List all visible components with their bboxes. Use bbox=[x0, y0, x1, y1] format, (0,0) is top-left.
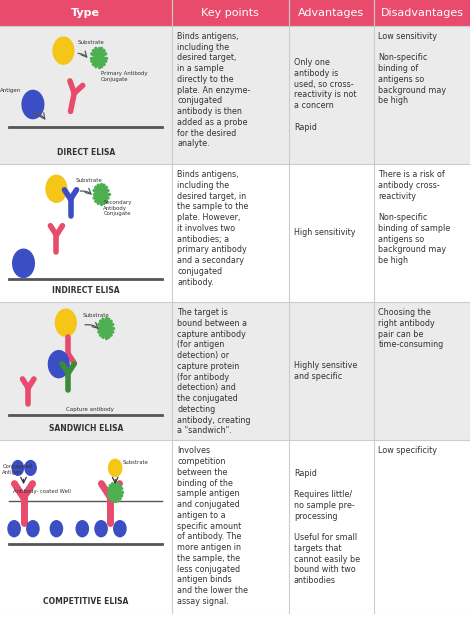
Text: Low sensitivity

Non-specific
binding of
antigens so
background may
be high: Low sensitivity Non-specific binding of … bbox=[378, 32, 447, 105]
Circle shape bbox=[50, 521, 63, 537]
Text: High sensitivity: High sensitivity bbox=[294, 229, 356, 238]
Text: Antigen: Antigen bbox=[0, 88, 21, 93]
Circle shape bbox=[109, 459, 122, 477]
Circle shape bbox=[55, 309, 76, 336]
Text: The target is
bound between a
capture antibody
(for antigen
detection) or
captur: The target is bound between a capture an… bbox=[177, 308, 251, 435]
Text: Key points: Key points bbox=[201, 8, 259, 18]
Circle shape bbox=[13, 249, 34, 277]
Circle shape bbox=[46, 175, 67, 203]
Bar bbox=[0, 164, 470, 302]
Circle shape bbox=[48, 351, 69, 378]
Text: Primary Antibody
Conjugate: Primary Antibody Conjugate bbox=[101, 72, 147, 82]
Circle shape bbox=[27, 521, 39, 537]
Text: Disadvantages: Disadvantages bbox=[381, 8, 464, 18]
Text: Advantages: Advantages bbox=[299, 8, 365, 18]
Text: Involves
competition
between the
binding of the
sample antigen
and conjugated
an: Involves competition between the binding… bbox=[177, 446, 248, 606]
Circle shape bbox=[95, 521, 107, 537]
Circle shape bbox=[53, 37, 74, 64]
Bar bbox=[0, 302, 470, 440]
Text: Conjugated
Antigen: Conjugated Antigen bbox=[2, 465, 33, 475]
Text: COMPETITIVE ELISA: COMPETITIVE ELISA bbox=[43, 597, 128, 606]
Circle shape bbox=[12, 461, 24, 475]
Text: Substrate: Substrate bbox=[75, 178, 102, 183]
Bar bbox=[0, 440, 470, 614]
Text: INDIRECT ELISA: INDIRECT ELISA bbox=[52, 286, 119, 295]
Circle shape bbox=[25, 461, 36, 475]
Bar bbox=[0, 26, 470, 164]
Text: Binds antigens,
including the
desired target,
in a sample
directly to the
plate.: Binds antigens, including the desired ta… bbox=[177, 32, 251, 148]
Text: Choosing the
right antibody
pair can be
time-consuming: Choosing the right antibody pair can be … bbox=[378, 308, 444, 350]
Text: Substrate: Substrate bbox=[122, 460, 148, 465]
Text: Rapid

Requires little/
no sample pre-
processing

Useful for small
targets that: Rapid Requires little/ no sample pre- pr… bbox=[294, 469, 360, 585]
Circle shape bbox=[22, 90, 44, 119]
Circle shape bbox=[8, 521, 20, 537]
Circle shape bbox=[76, 521, 88, 537]
Text: Capture antibody: Capture antibody bbox=[66, 407, 114, 412]
Text: Antibody- coated Well: Antibody- coated Well bbox=[13, 489, 71, 494]
Text: Substrate: Substrate bbox=[82, 313, 109, 318]
Text: Binds antigens,
including the
desired target, in
the sample to the
plate. Howeve: Binds antigens, including the desired ta… bbox=[177, 170, 249, 286]
Text: Type: Type bbox=[71, 8, 100, 18]
Text: DIRECT ELISA: DIRECT ELISA bbox=[57, 148, 115, 157]
Text: Low specificity: Low specificity bbox=[378, 446, 438, 455]
Text: Secondary
Antibody
Conjugate: Secondary Antibody Conjugate bbox=[103, 200, 132, 217]
Circle shape bbox=[114, 521, 126, 537]
Text: Only one
antibody is
used, so cross-
reactivity is not
a concern

Rapid: Only one antibody is used, so cross- rea… bbox=[294, 58, 356, 132]
Text: SANDWICH ELISA: SANDWICH ELISA bbox=[49, 424, 123, 433]
Text: Highly sensitive
and specific: Highly sensitive and specific bbox=[294, 361, 357, 381]
Text: There is a risk of
antibody cross-
reactivity

Non-specific
binding of sample
an: There is a risk of antibody cross- react… bbox=[378, 170, 451, 265]
Bar bbox=[0, 0, 470, 26]
Text: Substrate: Substrate bbox=[78, 40, 104, 45]
